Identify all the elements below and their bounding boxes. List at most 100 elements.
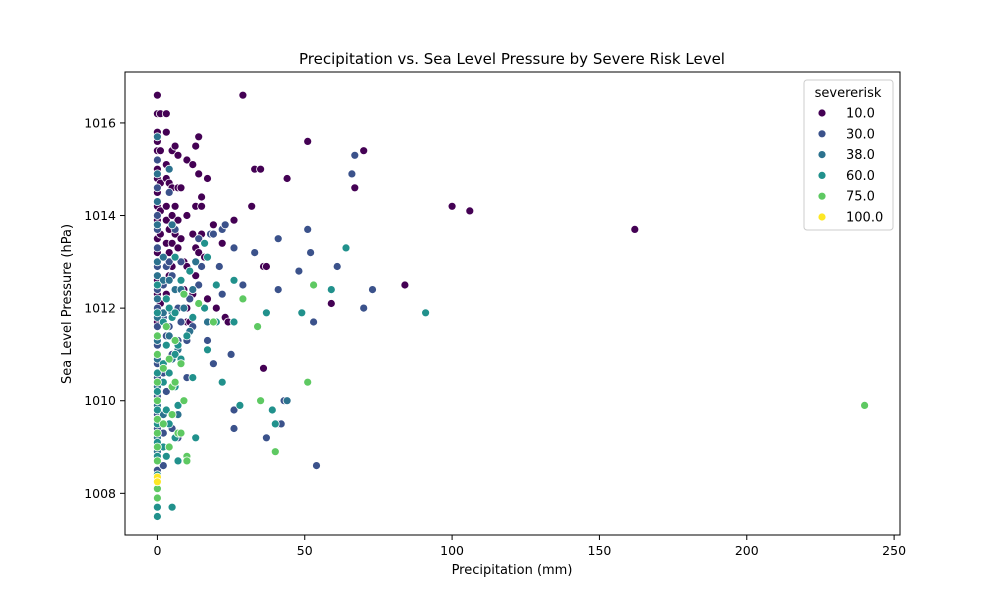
data-point xyxy=(217,377,227,387)
data-point xyxy=(167,502,177,512)
data-point xyxy=(191,257,201,267)
data-point xyxy=(208,359,218,369)
data-point xyxy=(217,238,227,248)
x-tick-label: 0 xyxy=(153,543,161,558)
legend-marker xyxy=(817,150,827,160)
data-point xyxy=(208,220,218,230)
data-point xyxy=(152,271,162,281)
data-point xyxy=(303,136,313,146)
data-point xyxy=(182,155,192,165)
data-point xyxy=(164,257,174,267)
y-tick-label: 1012 xyxy=(84,301,116,316)
data-point xyxy=(158,419,168,429)
data-point xyxy=(203,336,212,345)
data-point xyxy=(297,308,307,318)
data-point xyxy=(194,280,204,290)
y-tick-label: 1014 xyxy=(84,208,116,223)
data-point xyxy=(250,248,260,258)
data-point xyxy=(282,174,292,183)
data-point xyxy=(294,266,304,276)
data-point xyxy=(167,220,177,230)
data-point xyxy=(197,201,207,211)
data-point xyxy=(194,132,204,142)
data-point xyxy=(303,224,313,234)
data-point xyxy=(465,206,475,216)
data-point xyxy=(182,456,192,466)
data-point xyxy=(359,146,369,156)
data-point xyxy=(176,317,186,327)
data-point xyxy=(152,405,162,415)
data-point xyxy=(194,299,204,308)
x-axis-label: Precipitation (mm) xyxy=(452,563,573,578)
data-point xyxy=(214,262,224,271)
data-point xyxy=(359,303,369,313)
data-point xyxy=(306,248,316,258)
data-point xyxy=(152,90,162,100)
data-point xyxy=(188,229,198,239)
data-point xyxy=(161,451,171,461)
data-point xyxy=(164,187,174,197)
data-point xyxy=(179,289,189,299)
data-point xyxy=(347,169,357,179)
data-point xyxy=(860,400,869,410)
legend-marker xyxy=(817,191,827,201)
data-point xyxy=(170,377,180,387)
data-point xyxy=(152,243,162,253)
data-point xyxy=(161,294,171,304)
data-point xyxy=(173,456,183,466)
data-point xyxy=(173,150,183,160)
legend-label: 10.0 xyxy=(846,107,875,122)
data-point xyxy=(164,275,174,285)
data-point xyxy=(235,400,245,410)
data-point xyxy=(194,234,204,244)
data-point xyxy=(164,354,174,364)
data-point xyxy=(197,192,207,202)
data-point xyxy=(332,262,342,271)
data-point xyxy=(176,234,186,244)
data-point xyxy=(303,377,313,387)
x-tick-label: 200 xyxy=(735,543,759,558)
legend-label: 38.0 xyxy=(846,148,875,163)
data-point xyxy=(152,280,162,290)
data-point xyxy=(229,215,239,225)
data-point xyxy=(152,308,162,318)
data-point xyxy=(191,271,201,281)
data-point xyxy=(167,211,177,220)
data-point xyxy=(270,447,280,457)
data-point xyxy=(161,405,171,415)
data-point xyxy=(176,183,186,193)
data-point xyxy=(152,368,162,378)
data-point xyxy=(152,456,162,466)
data-point xyxy=(167,410,177,420)
data-point xyxy=(152,512,162,521)
data-point xyxy=(161,215,171,225)
data-point xyxy=(170,349,180,359)
data-point xyxy=(229,405,239,415)
data-point xyxy=(158,252,168,262)
data-point xyxy=(238,294,248,304)
legend-label: 75.0 xyxy=(846,190,875,205)
data-point xyxy=(188,312,198,322)
data-point xyxy=(182,211,192,220)
data-point xyxy=(152,183,162,193)
data-point xyxy=(208,229,218,239)
data-point xyxy=(170,308,180,318)
data-point xyxy=(152,442,162,452)
data-point xyxy=(185,266,195,276)
data-point xyxy=(253,322,263,332)
data-point xyxy=(152,322,162,332)
data-point xyxy=(326,285,336,295)
data-point xyxy=(170,336,180,345)
data-point xyxy=(350,150,360,160)
data-point xyxy=(309,280,319,290)
data-point xyxy=(350,183,360,193)
data-point xyxy=(229,317,239,327)
data-point xyxy=(161,322,171,332)
data-point xyxy=(152,294,162,304)
x-axis-ticks: 0 50 100 150 200 250 xyxy=(153,535,906,558)
data-point xyxy=(203,174,212,183)
series-100-0 xyxy=(152,472,162,487)
legend-marker xyxy=(817,129,827,139)
data-point xyxy=(273,234,283,244)
